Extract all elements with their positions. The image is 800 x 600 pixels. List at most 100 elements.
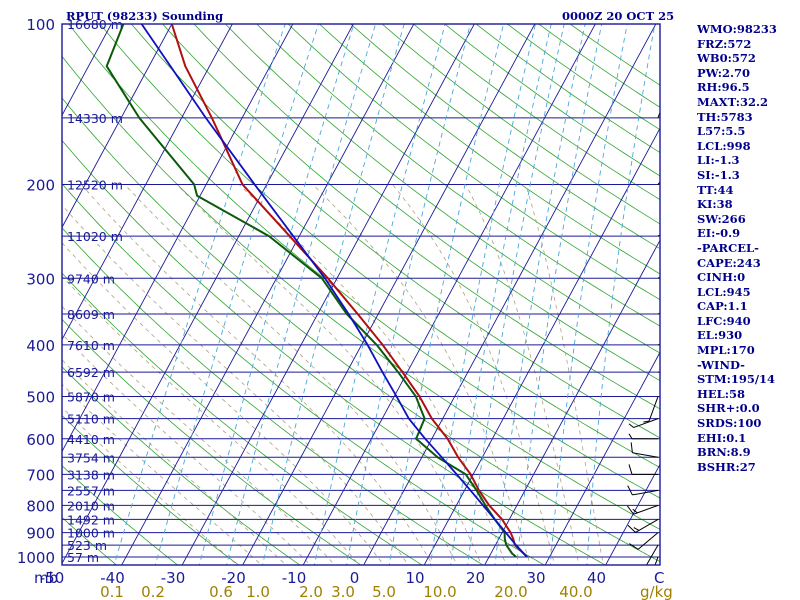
temperature-tick-label: -40 [100,569,125,587]
mixing-ratio-line [494,24,586,565]
temperature-tick-label: -30 [161,569,186,587]
wind-barb [657,234,660,237]
wind-barb-staff [648,396,659,422]
moist-adiabat [392,184,556,565]
dry-adiabat [62,366,301,565]
pressure-tick-label: 1000 [17,549,55,567]
mixing-ratio-label: 3.0 [331,583,355,600]
wind-barb-flag [667,93,677,94]
dry-adiabat [62,139,607,565]
dry-adiabat [62,465,179,565]
pressure-tick-label: 700 [26,466,55,484]
index-line: TT:44 [697,182,734,197]
height-label: 12520 m [67,177,123,192]
dry-adiabat [62,227,484,565]
series-layer [105,24,528,558]
isotherm [363,24,657,565]
wind-barb [626,504,659,515]
wind-barb-flag [684,340,689,349]
index-line: LFC:940 [697,313,751,328]
wind-barb-staff [654,556,659,565]
wind-barb-layer [626,24,689,565]
isotherm [544,351,660,565]
index-line: KI:38 [697,197,733,212]
pressure-tick-label: 500 [26,389,55,407]
moist-adiabat [62,333,311,565]
index-line: EI:-0.9 [697,226,741,241]
pressure-tick-label: 400 [26,337,55,355]
moist-adiabat [62,204,409,565]
dry-adiabat [62,516,118,565]
wind-barb [657,265,689,279]
isotherm [62,24,173,229]
dry-adiabat [256,24,660,327]
height-label: 8609 m [67,307,115,322]
index-line: LCL:945 [697,284,751,299]
isotherm [62,24,354,565]
moist-adiabat [525,184,604,565]
mixing-ratio-line [516,24,603,565]
height-label: 7610 m [67,338,115,353]
dry-adiabat [287,24,660,301]
index-line: RH:96.5 [697,80,750,95]
mixing-ratio-label: 40.0 [559,583,592,600]
height-label: 14330 m [67,111,123,126]
wind-barb-flag [628,423,634,428]
wind-barb-staff [657,234,660,237]
wind-barb-staff [632,452,659,458]
index-line: TH:5783 [697,109,753,124]
indices-panel: WMO:98233 FRZ:572 WB0:572 PW:2.70 RH:96.5 MAX… [697,22,797,474]
index-line: MPL:170 [697,343,755,358]
mixing-ratio-line [226,24,377,565]
isotherm [484,239,660,565]
wind-barb [657,181,660,185]
index-line: STM:195/14 [697,372,776,387]
dry-adiabat [62,55,660,530]
moist-adiabat [62,383,263,565]
wind-barb-flag [643,420,650,423]
wind-barb-staff [632,489,659,496]
height-label: 5110 m [67,412,115,427]
temperature-profile [170,24,528,558]
height-label: 2010 m [67,498,115,513]
mixing-ratio-label: 0.6 [209,583,233,600]
pressure-unit-label: mb [34,569,58,587]
isotherm [62,24,233,341]
wind-barb-flag [629,543,639,550]
temperature-tick-label: -50 [40,569,65,587]
pressure-tick-label: 900 [26,525,55,543]
wind-barb [630,442,659,458]
mixing-ratio-line [467,24,565,565]
wind-barb-staff [657,312,660,315]
mixing-ratio-line [388,24,505,565]
height-label: 3138 m [67,467,115,482]
mixing-ratio-unit-label: g/kg [640,583,673,600]
wind-barb-flag [633,527,640,531]
dry-adiabat [62,318,362,565]
index-line: MAXT:32.2 [697,94,768,109]
wind-barb [657,93,677,119]
mixing-ratio-line [450,24,552,565]
valid-time: 0000Z 20 OCT 25 [562,9,675,23]
isotherm [423,127,660,565]
wind-barb-flag [628,433,633,440]
index-line: WB0:572 [697,51,756,66]
temperature-tick-label: 20 [466,569,485,587]
mixing-ratio-line [346,24,471,565]
temperature-tick-label: 0 [350,569,360,587]
wind-barb-flag [681,265,689,272]
index-line: CAPE:243 [697,255,761,270]
pressure-tick-label: 100 [26,16,55,34]
mixing-ratio-line [586,24,656,565]
mixing-ratio-line [113,24,286,565]
mixing-ratio-line [154,24,319,565]
index-line: CAP:1.1 [697,299,748,314]
index-line: PW:2.70 [697,65,751,80]
moist-adiabat [62,305,336,565]
wind-barb-flag [627,524,636,533]
wind-barb [629,532,659,550]
isotherm [121,24,415,565]
wind-barb-flag [666,97,676,98]
height-label: 11020 m [67,229,123,244]
mixing-ratio-line [429,24,536,565]
